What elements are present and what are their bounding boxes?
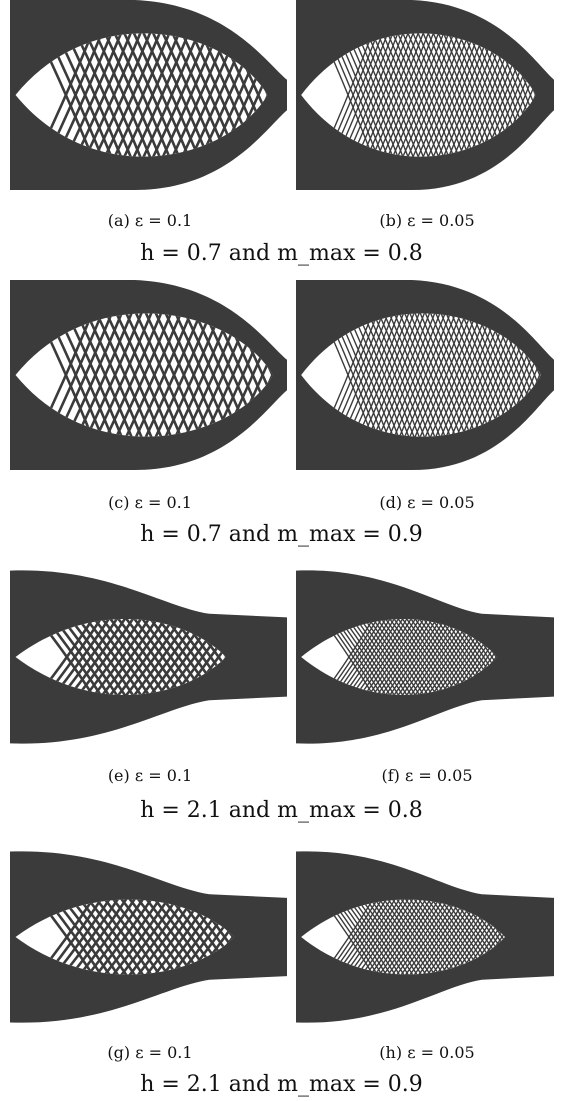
caption-f-equation: ε = 0.05 (405, 766, 473, 785)
caption-d-label: (d) (379, 493, 403, 512)
row-caption-1-text: h = 0.7 and m_max = 0.8 (140, 241, 423, 266)
upper-bulge (10, 280, 63, 330)
row-caption-3-text: h = 2.1 and m_max = 0.8 (140, 798, 423, 823)
row-caption-2-text: h = 0.7 and m_max = 0.9 (140, 522, 423, 547)
panel-h-image (296, 848, 554, 1026)
lattice-members (301, 313, 542, 437)
lattice-b (296, 0, 554, 190)
caption-f-label: (f) (381, 766, 400, 785)
caption-b: (b) ε = 0.05 (287, 211, 563, 230)
row-caption-4-text: h = 2.1 and m_max = 0.9 (140, 1072, 423, 1097)
lattice-d (296, 280, 554, 470)
lower-bulge (296, 420, 346, 470)
caption-e-equation: ε = 0.1 (134, 766, 193, 785)
lattice-a (10, 0, 287, 190)
upper-bulge (10, 0, 63, 50)
upper-bulge (296, 280, 346, 330)
caption-a-label: (a) (107, 211, 130, 230)
caption-d: (d) ε = 0.05 (287, 493, 563, 512)
panel-a-image (10, 0, 287, 190)
lattice-members (301, 619, 498, 695)
caption-g-label: (g) (107, 1043, 131, 1062)
caption-h-label: (h) (379, 1043, 403, 1062)
caption-b-equation: ε = 0.05 (407, 211, 475, 230)
caption-h-equation: ε = 0.05 (407, 1043, 475, 1062)
row-caption-1: h = 0.7 and m_max = 0.8 (0, 241, 563, 266)
lattice-h (296, 851, 554, 1023)
lattice-members (15, 33, 268, 157)
row-caption-3: h = 2.1 and m_max = 0.8 (0, 798, 563, 823)
caption-g-equation: ε = 0.1 (135, 1043, 193, 1062)
lattice-members (15, 313, 274, 437)
lattice-members (301, 899, 505, 975)
lower-bulge (10, 140, 63, 190)
caption-b-label: (b) (379, 211, 403, 230)
caption-c: (c) ε = 0.1 (10, 493, 290, 512)
row-caption-2: h = 0.7 and m_max = 0.9 (0, 522, 563, 547)
panel-e-image (10, 567, 287, 747)
caption-g: (g) ε = 0.1 (10, 1043, 290, 1062)
caption-d-equation: ε = 0.05 (407, 493, 475, 512)
lattice-members (15, 899, 235, 975)
caption-f: (f) ε = 0.05 (287, 766, 563, 785)
lattice-c (10, 280, 287, 470)
lower-bulge (10, 420, 63, 470)
lattice-e (10, 570, 287, 744)
row-caption-4: h = 2.1 and m_max = 0.9 (0, 1072, 563, 1097)
upper-bulge (296, 0, 346, 50)
panel-b-image (296, 0, 554, 190)
caption-a: (a) ε = 0.1 (10, 211, 290, 230)
lower-bulge (296, 140, 346, 190)
panel-g-image (10, 848, 287, 1026)
caption-c-equation: ε = 0.1 (134, 493, 192, 512)
lattice-members (301, 33, 536, 157)
panel-c-image (10, 280, 287, 470)
caption-h: (h) ε = 0.05 (287, 1043, 563, 1062)
panel-d-image (296, 280, 554, 470)
caption-a-equation: ε = 0.1 (134, 211, 193, 230)
panel-f-image (296, 567, 554, 747)
lattice-g (10, 851, 287, 1023)
caption-e-label: (e) (107, 766, 130, 785)
lattice-f (296, 570, 554, 744)
caption-c-label: (c) (108, 493, 130, 512)
caption-e: (e) ε = 0.1 (10, 766, 290, 785)
